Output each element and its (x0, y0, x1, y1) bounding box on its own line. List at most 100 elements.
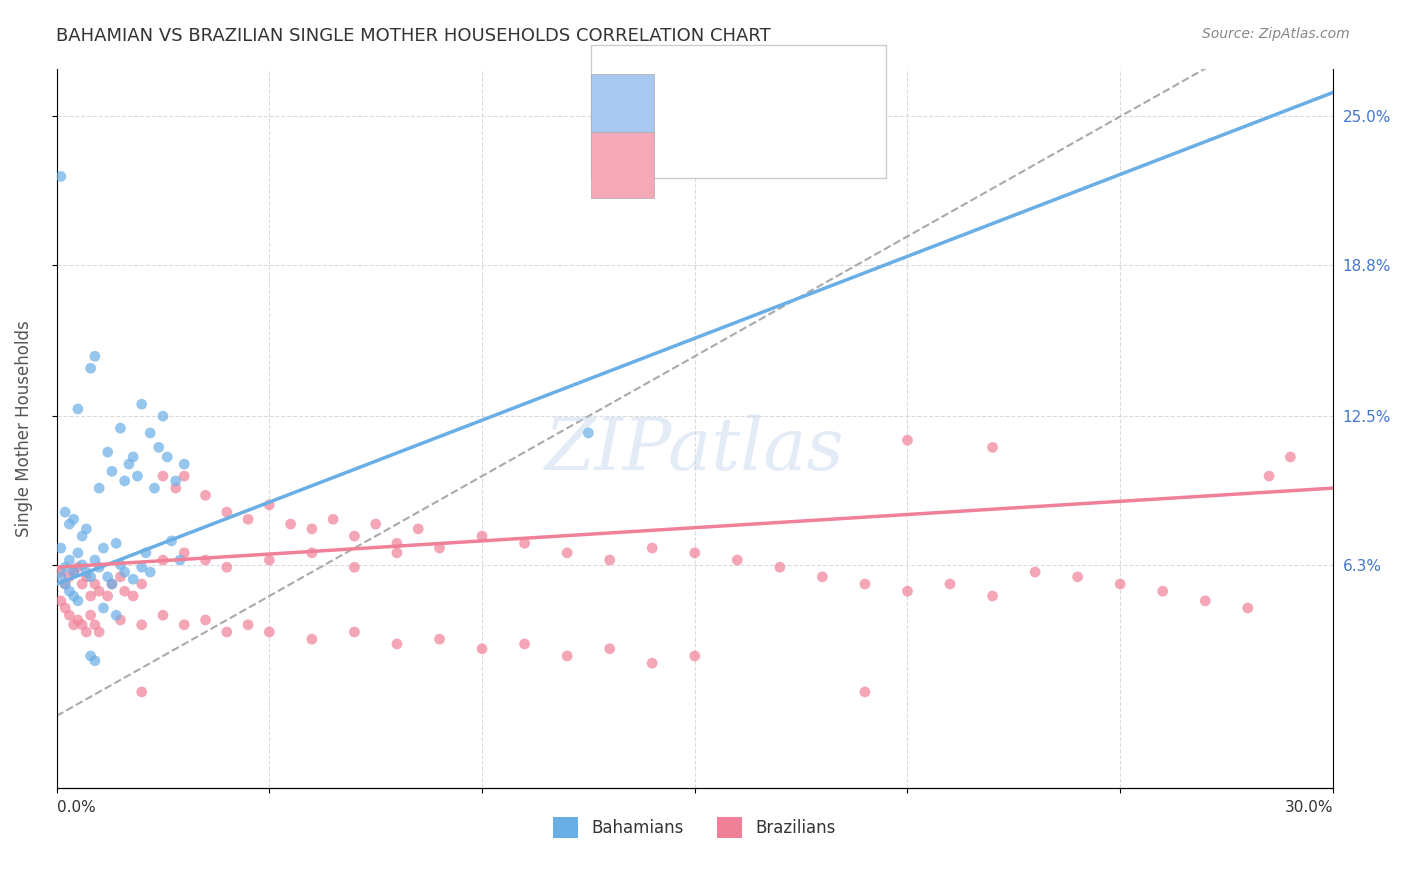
Point (89, 560, 111, 574)
Point (1109, 577, 1132, 591)
Point (53, 601, 76, 615)
Point (122, 589, 145, 603)
Point (66, 546, 89, 560)
Point (259, 625, 281, 640)
Point (58, 570, 80, 584)
Text: R =: R = (654, 98, 690, 116)
Point (97, 570, 120, 584)
Point (811, 570, 834, 584)
Point (385, 546, 408, 560)
Point (160, 533, 183, 548)
Point (79, 608, 101, 623)
Point (97, 589, 120, 603)
Text: N =: N = (759, 156, 796, 174)
Point (66, 613, 89, 627)
Point (173, 617, 195, 632)
Point (301, 522, 323, 536)
Point (131, 617, 153, 632)
Text: 0.0%: 0.0% (56, 800, 96, 814)
Point (79, 361, 101, 376)
Point (70, 529, 93, 543)
Point (152, 608, 174, 623)
Point (58, 608, 80, 623)
Point (429, 632, 451, 647)
Point (53, 577, 76, 591)
Point (62, 617, 84, 632)
Point (58, 553, 80, 567)
Point (152, 469, 174, 483)
Point (49, 570, 72, 584)
Point (79, 570, 101, 584)
Point (641, 541, 664, 555)
Point (53, 505, 76, 519)
Point (75, 522, 97, 536)
Point (53, 577, 76, 591)
Point (194, 613, 217, 627)
Point (471, 529, 494, 543)
Point (769, 560, 792, 574)
Point (93, 541, 115, 555)
Point (1024, 565, 1046, 579)
Point (89, 625, 111, 640)
Point (49, 541, 72, 555)
Point (555, 546, 578, 560)
Text: N =: N = (759, 98, 796, 116)
Point (62, 512, 84, 526)
Point (259, 498, 281, 512)
Point (215, 560, 238, 574)
Point (114, 474, 136, 488)
Point (79, 589, 101, 603)
Point (53, 560, 76, 574)
Point (165, 481, 187, 495)
Point (853, 577, 876, 591)
Point (343, 560, 366, 574)
Point (148, 441, 170, 455)
Point (896, 584, 918, 599)
Point (429, 541, 451, 555)
Point (62, 589, 84, 603)
Point (114, 565, 136, 579)
Point (301, 632, 323, 647)
Point (280, 517, 302, 532)
Point (101, 577, 124, 591)
Point (131, 560, 153, 574)
Point (364, 517, 387, 532)
Point (66, 402, 89, 417)
Point (1279, 450, 1302, 464)
Point (343, 529, 366, 543)
Point (101, 577, 124, 591)
Point (513, 536, 536, 550)
Point (939, 577, 962, 591)
Legend: Bahamians, Brazilians: Bahamians, Brazilians (547, 811, 842, 844)
Point (683, 546, 706, 560)
Point (83, 617, 105, 632)
Point (139, 425, 162, 440)
Point (131, 685, 153, 699)
Text: BAHAMIAN VS BRAZILIAN SINGLE MOTHER HOUSEHOLDS CORRELATION CHART: BAHAMIAN VS BRAZILIAN SINGLE MOTHER HOUS… (56, 27, 770, 45)
Text: 0.167: 0.167 (693, 156, 745, 174)
Point (83, 654, 105, 668)
Point (58, 517, 80, 532)
Point (301, 546, 323, 560)
Point (66, 594, 89, 608)
Point (194, 553, 217, 567)
Point (75, 565, 97, 579)
Point (58, 584, 80, 599)
Point (110, 613, 132, 627)
Point (152, 409, 174, 424)
Point (62, 565, 84, 579)
Point (49, 594, 72, 608)
Point (1236, 601, 1258, 615)
Point (83, 553, 105, 567)
Point (131, 577, 153, 591)
Point (105, 536, 128, 550)
Point (110, 558, 132, 572)
Point (236, 512, 259, 526)
Point (122, 572, 145, 586)
Point (79, 648, 101, 663)
Point (156, 450, 179, 464)
Point (97, 445, 120, 459)
Point (105, 608, 128, 623)
Point (83, 577, 105, 591)
Point (122, 450, 145, 464)
